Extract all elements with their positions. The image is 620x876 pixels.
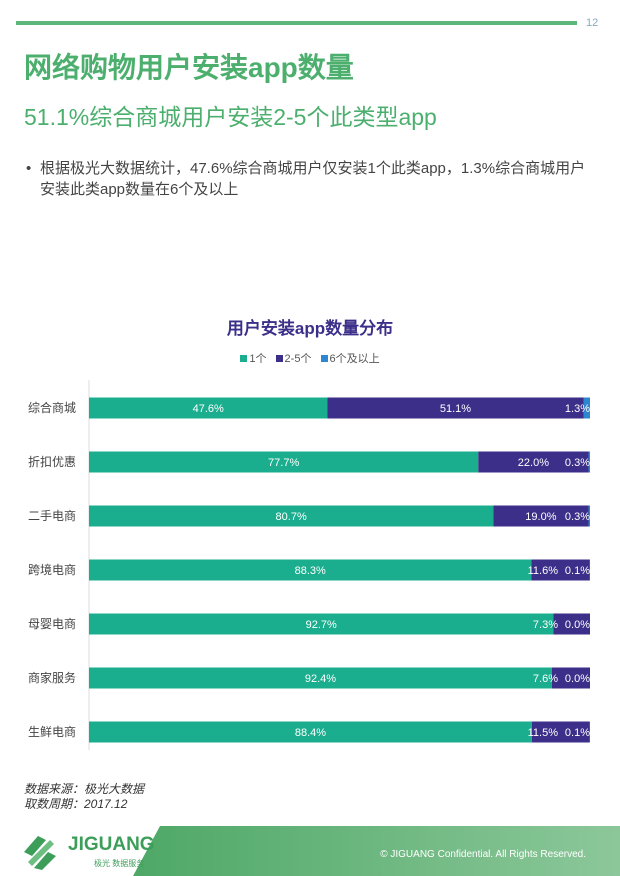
data-label: 0.1% <box>565 565 590 577</box>
bar-segment <box>589 721 590 743</box>
bar-segment <box>588 505 590 527</box>
legend-label: 1个 <box>249 353 267 365</box>
data-label: 0.0% <box>565 619 590 631</box>
footer-band <box>133 826 620 876</box>
data-label: 0.1% <box>565 727 590 739</box>
legend-label: 6个及以上 <box>329 353 380 365</box>
data-label: 77.7% <box>268 457 299 469</box>
bar-segment <box>531 721 590 743</box>
bar-segment <box>89 721 532 743</box>
data-label: 88.3% <box>295 565 326 577</box>
bar-segment <box>478 451 589 473</box>
bar-segment <box>583 397 590 419</box>
bar-segment <box>89 667 552 689</box>
category-label: 跨境电商 <box>28 562 76 577</box>
page-title: 网络购物用户安装app数量 <box>24 52 354 83</box>
logo-subtext: 极光 数据服务 <box>94 859 145 868</box>
legend-swatch <box>320 355 328 362</box>
bar-segment <box>89 451 479 473</box>
bar-segment <box>589 559 590 581</box>
period-line: 取数周期：2017.12 <box>24 797 128 811</box>
data-label: 22.0% <box>518 457 549 469</box>
legend-swatch <box>275 355 283 362</box>
data-label: 11.6% <box>528 565 559 577</box>
data-label: 92.4% <box>305 673 336 685</box>
category-label: 二手电商 <box>28 508 76 523</box>
bar-segment <box>493 505 589 527</box>
legend-item-6plus: 6个及以上 <box>320 353 380 365</box>
data-label: 88.4% <box>295 727 326 739</box>
logo-text: JIGUANG <box>68 834 155 855</box>
data-label: 51.1% <box>440 403 471 415</box>
bullet-dot: • <box>26 160 32 177</box>
copyright: © JIGUANG Confidential. All Rights Reser… <box>380 849 586 860</box>
data-label: 7.3% <box>533 619 558 631</box>
page-subtitle: 51.1%综合商城用户安装2-5个此类型app <box>24 104 437 130</box>
data-source: 数据来源：极光大数据 取数周期：2017.12 <box>24 782 144 812</box>
stacked-bar-chart: 综合商城 47.6% 51.1% 1.3% 折扣优惠 77.7% 22.0% 0.3% 二手电商… <box>28 380 590 750</box>
bar-segment <box>89 613 554 635</box>
source-line: 数据来源：极光大数据 <box>24 782 145 796</box>
legend-item-1: 1个 <box>240 353 266 365</box>
chart-title: 用户安装app数量分布 <box>226 319 394 338</box>
legend-item-2-5: 2-5个 <box>275 353 312 365</box>
category-label: 生鲜电商 <box>28 724 76 739</box>
bar-segment <box>531 559 590 581</box>
category-label: 综合商城 <box>28 400 76 415</box>
bar-segment <box>89 505 494 527</box>
bar-segment <box>89 397 328 419</box>
bullet-point: • 根据极光大数据统计，47.6%综合商城用户仅安装1个此类app，1.3%综合商… <box>26 158 596 200</box>
bar-segment <box>327 397 584 419</box>
data-label: 92.7% <box>306 619 337 631</box>
bar-segment <box>588 451 590 473</box>
data-label: 80.7% <box>276 511 307 523</box>
category-label: 商家服务 <box>28 670 76 685</box>
data-label: 0.3% <box>565 457 590 469</box>
bar-segment <box>89 559 532 581</box>
data-label: 1.3% <box>565 403 590 415</box>
legend-label: 2-5个 <box>284 353 312 365</box>
jiguang-logo: JIGUANG 极光 数据服务 <box>20 832 160 872</box>
bullet-text: 根据极光大数据统计，47.6%综合商城用户仅安装1个此类app，1.3%综合商城… <box>40 160 586 198</box>
data-label: 11.5% <box>528 727 559 739</box>
data-label: 19.0% <box>525 511 556 523</box>
data-label: 0.3% <box>565 511 590 523</box>
page-number: 12 <box>586 17 599 29</box>
data-label: 7.6% <box>533 673 558 685</box>
bar-segment <box>551 667 590 689</box>
chart-legend: 1个 2-5个 6个及以上 <box>0 350 620 366</box>
data-label: 0.0% <box>565 673 590 685</box>
logo-mark-icon <box>24 836 56 870</box>
category-label: 折扣优惠 <box>28 454 76 469</box>
data-label: 47.6% <box>193 403 224 415</box>
header-rule <box>16 21 577 25</box>
category-label: 母婴电商 <box>28 616 76 631</box>
legend-swatch <box>240 355 248 362</box>
bar-segment <box>553 613 590 635</box>
